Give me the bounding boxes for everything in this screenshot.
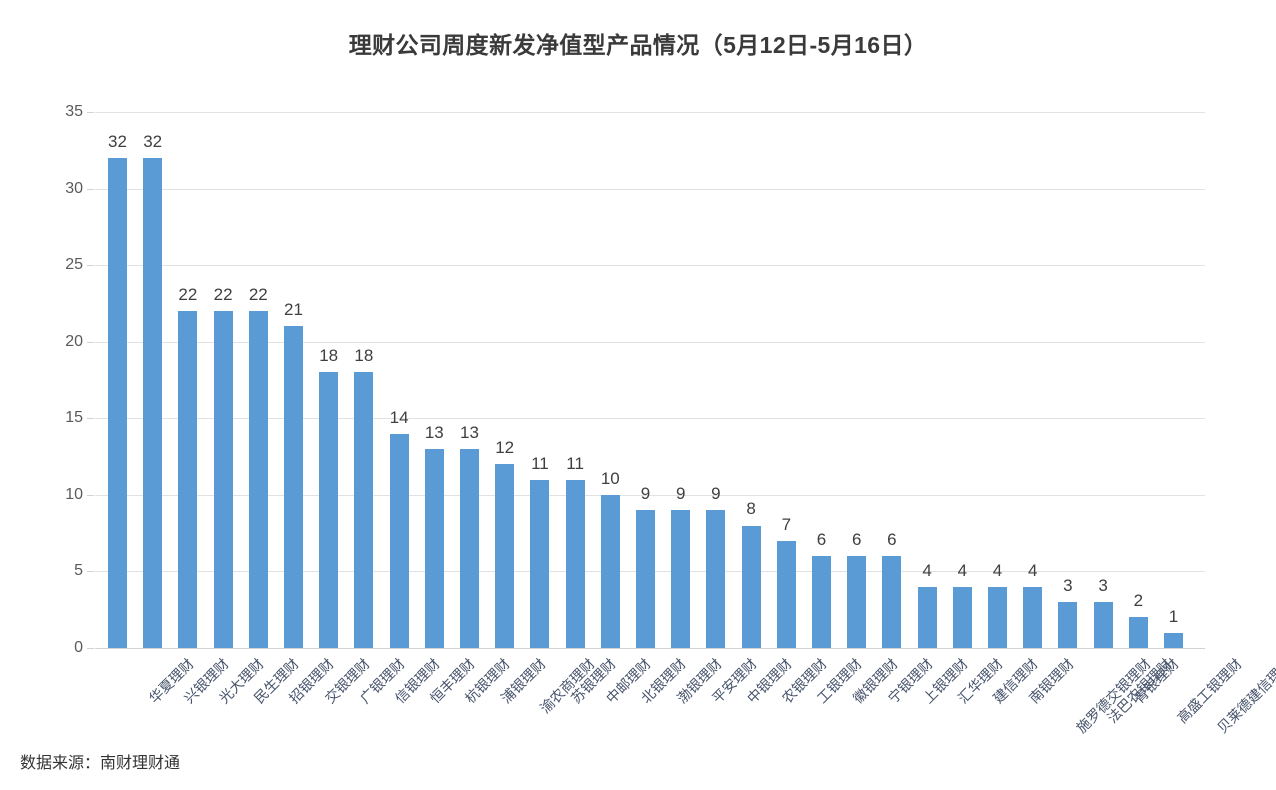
bar[interactable] [671, 510, 691, 648]
y-axis-tick-mark [87, 494, 94, 496]
bar[interactable] [917, 586, 937, 648]
bar-value-label: 4 [922, 560, 932, 580]
bar-value-label: 11 [566, 453, 584, 473]
gridline [95, 341, 1205, 343]
bar-value-label: 8 [746, 499, 756, 519]
bar-value-label: 22 [213, 285, 233, 305]
bar-value-label: 4 [957, 560, 968, 580]
bar-value-label: 9 [711, 484, 721, 504]
bar-value-label: 1 [1168, 606, 1179, 626]
y-axis-tick-label: 5 [74, 562, 83, 580]
gridline [95, 188, 1205, 190]
bar-value-label: 4 [1027, 560, 1038, 580]
y-axis-tick-mark [87, 418, 94, 420]
bar[interactable] [565, 479, 585, 648]
bar-value-label: 14 [389, 407, 409, 427]
bar-value-label: 2 [1133, 591, 1144, 611]
bar[interactable] [600, 494, 620, 648]
bar-value-label: 13 [460, 422, 479, 442]
bar[interactable] [1164, 632, 1183, 648]
bar[interactable] [248, 311, 268, 648]
bar-value-label: 22 [178, 285, 198, 305]
bar-value-label: 11 [531, 453, 549, 473]
bar[interactable] [213, 311, 233, 648]
bar[interactable] [882, 556, 902, 648]
bar[interactable] [354, 372, 374, 648]
bar-value-label: 21 [284, 300, 303, 320]
bar-value-label: 3 [1063, 576, 1073, 596]
bar-value-label: 6 [887, 530, 897, 550]
bar[interactable] [424, 448, 444, 648]
category-axis: 华夏理财 兴银理财 光大理财 民生理财 招银理财 交银理财 广银理财 信银理财 恒丰理财 杭银理财… [95, 654, 1276, 774]
y-axis-tick-label: 30 [65, 179, 83, 197]
bar-value-label: 18 [319, 346, 339, 366]
y-axis-tick-label: 25 [65, 256, 83, 274]
bar-value-label: 3 [1098, 576, 1108, 596]
bar[interactable] [988, 586, 1007, 648]
y-axis-tick-mark [87, 571, 94, 573]
bar[interactable] [319, 372, 339, 648]
bar[interactable] [108, 157, 127, 648]
bar-value-label: 9 [675, 484, 686, 504]
bar-value-label: 32 [108, 131, 127, 151]
y-axis-tick-label: 35 [65, 103, 83, 120]
gridline [95, 265, 1205, 267]
bar[interactable] [460, 448, 479, 648]
bar-value-label: 7 [781, 514, 792, 534]
page-title: 理财公司周度新发净值型产品情况（5月12日-5月16日） [348, 32, 928, 58]
gridline [95, 418, 1205, 420]
bar-value-label: 9 [640, 484, 651, 504]
bar-value-label: 12 [495, 438, 515, 458]
bar-value-label: 10 [600, 468, 620, 488]
bar[interactable] [143, 157, 163, 648]
bar-value-label: 18 [354, 346, 374, 366]
bar-value-label: 6 [816, 530, 827, 550]
y-axis-tick-label: 15 [65, 409, 83, 427]
y-axis-tick-mark [87, 188, 94, 190]
bar[interactable] [178, 311, 198, 648]
bar[interactable] [776, 540, 796, 648]
bar[interactable] [389, 433, 409, 648]
bar[interactable] [952, 586, 972, 648]
bar[interactable] [812, 556, 831, 648]
bar[interactable] [847, 556, 867, 648]
bar-value-label: 6 [851, 530, 862, 550]
bar[interactable] [741, 525, 761, 648]
y-axis-tick-label: 20 [65, 332, 83, 350]
y-axis-tick-mark [87, 265, 94, 267]
y-axis-tick-label: 0 [74, 639, 83, 656]
y-axis-tick-mark [87, 112, 94, 113]
y-axis-tick-label: 10 [65, 485, 83, 503]
plot-area: 0 5 10 15 20 25 30 35 32 32 22 22 22 21 18 18 14 13 13 12 1… [65, 103, 1205, 656]
gridline [95, 648, 1205, 649]
bar-value-label: 22 [248, 285, 268, 305]
gridline [95, 112, 1205, 113]
gridline [95, 494, 1205, 496]
source-note: 数据来源：南财理财通 [20, 755, 181, 772]
bar[interactable] [530, 479, 550, 648]
bar[interactable] [495, 464, 515, 648]
y-axis-tick-mark [87, 648, 94, 649]
bar-value-label: 4 [992, 560, 1003, 580]
bar[interactable] [1058, 602, 1078, 648]
bar[interactable] [706, 510, 726, 648]
bar[interactable] [1093, 602, 1113, 648]
bar[interactable] [1128, 617, 1148, 648]
y-axis-tick-mark [87, 341, 94, 343]
bar[interactable] [1023, 586, 1043, 648]
bar-value-label: 13 [424, 422, 444, 442]
bar[interactable] [284, 326, 303, 648]
bar-value-label: 32 [143, 131, 163, 151]
bar[interactable] [636, 510, 655, 648]
